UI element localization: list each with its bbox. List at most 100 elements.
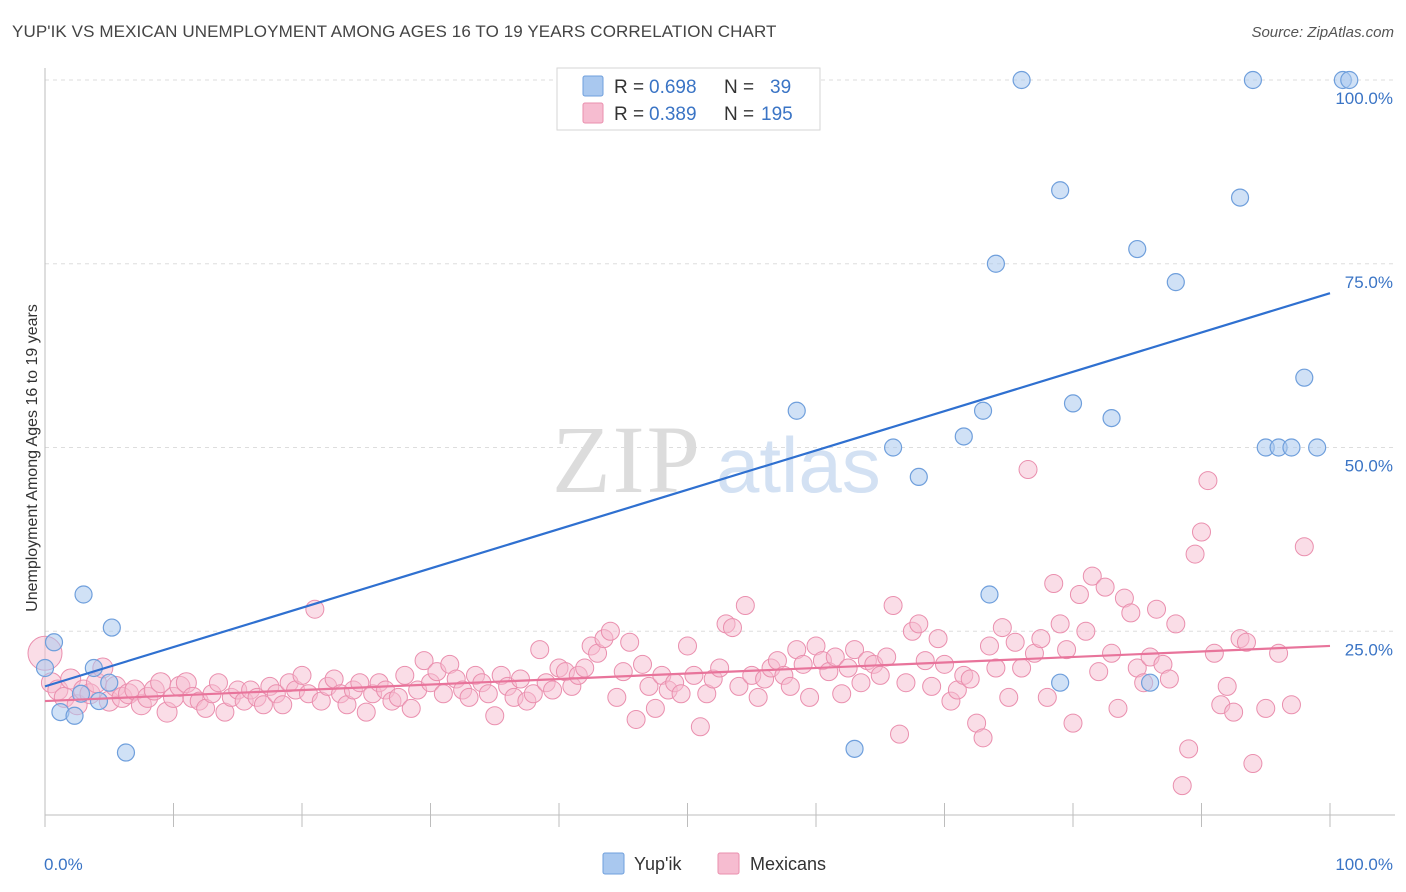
mexicans-point: [1095, 577, 1115, 597]
svg-text:ZIP: ZIP: [552, 406, 702, 513]
mexicans-point: [613, 662, 633, 682]
mexicans-point: [735, 596, 755, 616]
mexicans-point: [845, 640, 865, 660]
mexicans-point: [459, 687, 479, 707]
y-tick-label: 25.0%: [1345, 640, 1393, 659]
mexicans-point: [1050, 614, 1070, 634]
legend-r-value-1: 0.698: [649, 77, 697, 98]
mexicans-point: [1089, 662, 1109, 682]
mexicans-point: [1018, 460, 1038, 480]
legend-n-value-1: 39: [770, 77, 791, 98]
mexicans-trend-line: [44, 644, 1331, 703]
mexicans-point: [979, 636, 999, 656]
mexicans-point: [388, 687, 408, 707]
mexicans-point: [722, 618, 742, 638]
yupik-point: [74, 585, 93, 604]
legend-swatch-yupik: [582, 75, 604, 97]
x-tick-labels: 0.0% 100.0%: [44, 855, 1393, 874]
mexicans-point: [1102, 643, 1122, 663]
mexicans-point: [890, 724, 910, 744]
mexicans-point: [1108, 698, 1128, 718]
mexicans-point: [684, 665, 704, 685]
mexicans-point: [1224, 702, 1244, 722]
mexicans-point: [1192, 522, 1211, 542]
bottom-legend-label-yupik: Yup'ik: [634, 854, 682, 874]
mexicans-point: [523, 684, 543, 704]
y-tick-labels: 25.0% 50.0% 75.0% 100.0%: [1335, 89, 1393, 659]
yupik-point: [883, 438, 903, 457]
mexicans-point: [273, 695, 293, 715]
yupik-point: [102, 618, 121, 637]
chart-title: YUP'IK VS MEXICAN UNEMPLOYMENT AMONG AGE…: [12, 22, 777, 41]
mexicans-point: [530, 640, 550, 660]
mexicans-point: [838, 658, 858, 678]
mexicans-point: [356, 702, 376, 722]
mexicans-point: [510, 669, 530, 689]
yupik-point: [1128, 239, 1147, 259]
mexicans-point: [986, 658, 1006, 678]
legend-n-label-1: N =: [724, 77, 754, 98]
mexicans-point: [1256, 698, 1276, 718]
mexicans-point: [1063, 713, 1083, 733]
mexicans-point: [633, 654, 653, 674]
yupik-point: [116, 743, 136, 762]
yupik-point: [71, 684, 91, 703]
source-label: Source: ZipAtlas.com: [1251, 24, 1394, 41]
y-tick-label: 50.0%: [1345, 457, 1393, 476]
mexicans-point: [1204, 643, 1224, 663]
mexicans-point: [896, 673, 916, 693]
mexicans-point: [690, 717, 710, 737]
mexicans-point: [626, 709, 646, 729]
mexicans-point: [883, 596, 903, 616]
mexicans-point: [1005, 632, 1025, 652]
x-tick-label: 100.0%: [1335, 855, 1393, 874]
mexicans-point: [870, 665, 890, 685]
mexicans-point: [1012, 658, 1032, 678]
yupik-point: [1051, 673, 1070, 692]
y-tick-label: 100.0%: [1335, 89, 1393, 108]
yupik-point: [973, 401, 993, 420]
yupik-point: [1308, 438, 1327, 457]
svg-text:atlas: atlas: [716, 421, 881, 509]
mexicans-point: [607, 687, 627, 707]
legend-swatch-mexicans: [582, 102, 604, 124]
mexicans-point: [1082, 566, 1102, 586]
legend-r-value-2: 0.389: [649, 104, 697, 125]
mexicans-point: [1294, 537, 1314, 557]
mexicans-point: [710, 658, 730, 678]
yupik-point: [986, 254, 1006, 273]
mexicans-point: [1044, 573, 1064, 593]
mexicans-point: [1076, 621, 1096, 641]
trend-lines: [44, 292, 1331, 703]
yupik-point: [1230, 188, 1250, 207]
legend-r-label-1: R =: [614, 77, 644, 98]
bottom-legend-label-mexicans: Mexicans: [750, 854, 826, 874]
yupik-point: [65, 706, 84, 725]
mexicans-point: [485, 706, 505, 726]
mexicans-point: [793, 654, 813, 674]
mexicans-point: [1121, 603, 1141, 623]
mexicans-point: [1172, 776, 1192, 796]
mexicans-point: [915, 651, 935, 671]
yupik-point: [1166, 273, 1185, 292]
x-tick-label: 0.0%: [44, 855, 83, 874]
mexicans-point: [1057, 640, 1077, 660]
mexicans-point: [1069, 585, 1089, 604]
mexicans-point: [1031, 629, 1051, 649]
yupik-point: [1295, 368, 1314, 387]
mexicans-point: [414, 651, 434, 671]
yupik-point: [1051, 181, 1070, 200]
yupik-point: [1063, 394, 1083, 413]
yupik-point: [100, 673, 119, 692]
mexicans-point: [928, 629, 948, 649]
yupik-point: [909, 467, 928, 486]
mexicans-point: [478, 684, 498, 704]
mexicans-point: [1147, 599, 1167, 619]
yupik-point: [44, 633, 64, 652]
mexicans-point: [1179, 739, 1199, 759]
mexicans-point: [1185, 544, 1205, 564]
mexicans-point: [620, 632, 640, 652]
mexicans-point: [401, 698, 421, 718]
mexicans-point: [600, 621, 620, 641]
mexicans-point: [973, 728, 993, 748]
